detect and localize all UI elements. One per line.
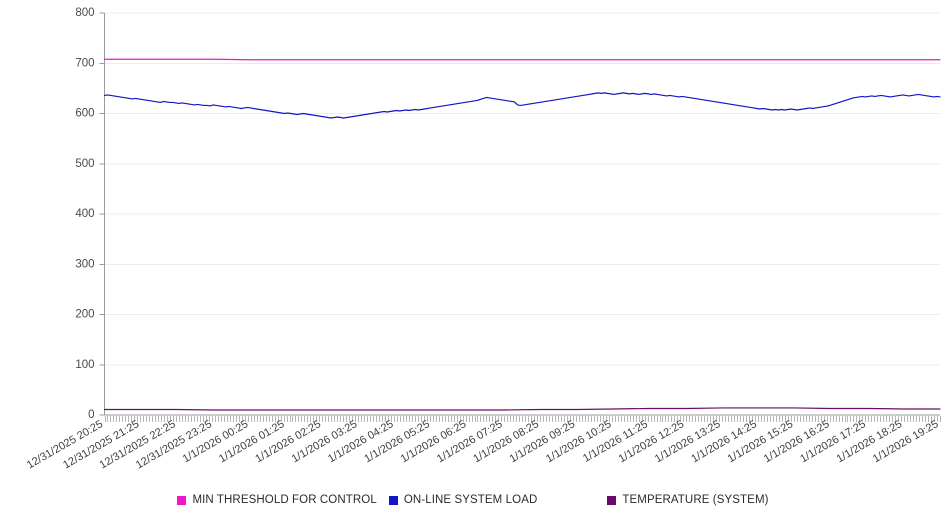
y-axis-ticks-group — [99, 12, 105, 416]
y-axis-labels-group: 0 100 200 300 400 500 600 700 800 — [75, 7, 94, 421]
chart-canvas: 0 100 200 300 400 500 600 700 800 12/31/2025 20:… — [25, 7, 941, 471]
legend-item-temperature[interactable]: TEMPERATURE (SYSTEM) — [607, 494, 768, 506]
legend-item-online-system-load[interactable]: ON-LINE SYSTEM LOAD — [388, 494, 538, 506]
y-tick-label: 0 — [88, 409, 94, 421]
y-tick-label: 400 — [75, 208, 94, 220]
y-tick-label: 600 — [75, 108, 94, 120]
legend-swatch-online-system-load — [388, 495, 398, 505]
y-tick-label: 100 — [75, 359, 94, 371]
series-line-min-threshold — [103, 58, 941, 61]
legend-label-min-threshold: MIN THRESHOLD FOR CONTROL — [192, 494, 377, 506]
y-tick-label: 500 — [75, 158, 94, 170]
legend-swatch-min-threshold — [177, 495, 187, 505]
legend-label-online-system-load: ON-LINE SYSTEM LOAD — [403, 494, 538, 506]
y-tick-label: 800 — [75, 7, 94, 19]
legend-swatch-temperature — [607, 495, 617, 505]
legend-label-temperature: TEMPERATURE (SYSTEM) — [622, 494, 769, 506]
data-series-group — [103, 58, 941, 411]
series-line-online-system-load — [103, 92, 941, 119]
legend-item-min-threshold[interactable]: MIN THRESHOLD FOR CONTROL — [177, 494, 377, 506]
y-tick-label: 200 — [75, 309, 94, 321]
chart-legend: MIN THRESHOLD FOR CONTROL ON-LINE SYSTEM… — [0, 494, 946, 506]
x-axis-minor-ticks-group — [105, 416, 941, 422]
y-tick-label: 300 — [75, 258, 94, 270]
gridlines-group — [104, 12, 940, 366]
series-line-temperature — [103, 407, 941, 411]
y-tick-label: 700 — [75, 57, 94, 69]
axis-lines-group — [104, 13, 940, 416]
